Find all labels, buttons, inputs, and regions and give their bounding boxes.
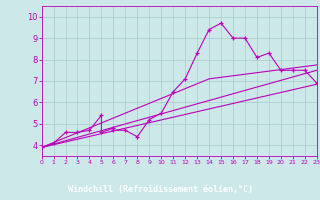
Text: Windchill (Refroidissement éolien,°C): Windchill (Refroidissement éolien,°C) — [68, 185, 252, 194]
